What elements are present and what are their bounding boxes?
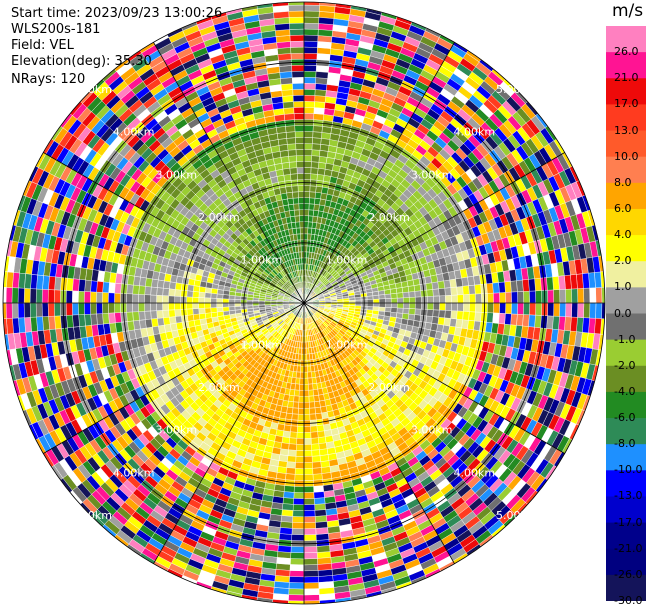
azimuth-line [43, 302, 305, 454]
colorbar-segment [606, 548, 646, 576]
colorbar-segment [606, 287, 646, 314]
start-time-label: Start time: 2023/09/23 13:00:26 [11, 6, 223, 21]
range-ring-label: 5.00km [70, 83, 112, 96]
azimuth-lines [3, 2, 605, 604]
colorbar-tick-label: -2.0 [614, 358, 636, 372]
range-ring-label: 1.00km [241, 253, 283, 266]
azimuth-line [303, 302, 565, 454]
colorbar-segment [606, 574, 646, 601]
colorbar-segment [606, 522, 646, 550]
colorbar-segment [606, 130, 646, 158]
colorbar-segment [606, 470, 646, 497]
colorbar-segment [606, 26, 646, 53]
colorbar-segment [606, 391, 646, 419]
range-ring-label: 2.00km [368, 381, 410, 394]
colorbar-tick-label: -10.0 [614, 463, 643, 477]
colorbar-tick-label: 6.0 [614, 201, 632, 215]
colorbar-segment [606, 339, 646, 367]
colorbar-tick-label: -4.0 [614, 384, 636, 398]
range-ring-label: 1.00km [241, 339, 283, 352]
elevation-label: Elevation(deg): 35.30 [11, 54, 152, 69]
range-ring-label: 1.00km [326, 253, 368, 266]
colorbar-tick-label: 0.0 [614, 306, 632, 320]
colorbar-tick-label: 4.0 [614, 228, 632, 242]
colorbar-segment [606, 52, 646, 79]
colorbar-tick-label: -30.0 [614, 594, 643, 607]
colorbar-segment [606, 208, 646, 236]
colorbar-tick-label: 8.0 [614, 175, 632, 189]
range-ring-label: 3.00km [411, 424, 453, 437]
range-ring-label: 3.00km [156, 424, 198, 437]
colorbar-tick-label: 1.0 [614, 280, 632, 294]
colorbar-segment [606, 496, 646, 524]
colorbar-unit: m/s [612, 1, 644, 21]
instrument-label: WLS200s-181 [11, 22, 101, 37]
colorbar-segment [606, 365, 646, 393]
colorbar-segment [606, 313, 646, 341]
colorbar-segment [606, 78, 646, 105]
colorbar-segment [606, 418, 646, 445]
range-ring-label: 5.00km [496, 83, 538, 96]
range-ring-label: 1.00km [326, 339, 368, 352]
velocity-gate-group [3, 1, 599, 600]
colorbar-segment [606, 261, 646, 288]
azimuth-line [303, 42, 455, 304]
range-ring-label: 2.00km [198, 381, 240, 394]
range-ring-label: 5.00km [496, 509, 538, 522]
range-ring-label: 2.00km [198, 211, 240, 224]
range-ring-label: 3.00km [411, 168, 453, 181]
range-ring-label: 4.00km [113, 466, 155, 479]
azimuth-line [303, 152, 565, 304]
colorbar-segment [606, 104, 646, 132]
colorbar-tick-label: -21.0 [614, 541, 643, 555]
azimuth-line [153, 302, 305, 564]
range-ring-label: 2.00km [368, 211, 410, 224]
colorbar-tick-label: 2.0 [614, 254, 632, 268]
colorbar-tick-label: -6.0 [614, 411, 636, 425]
colorbar-tick-label: -26.0 [614, 567, 643, 581]
colorbar-tick-label: -1.0 [614, 332, 636, 346]
range-ring-label: 4.00km [113, 126, 155, 139]
colorbar-tick-label: 21.0 [614, 71, 639, 85]
colorbar-segment [606, 182, 646, 210]
range-ring-label: 3.00km [156, 168, 198, 181]
azimuth-line [43, 152, 305, 304]
range-ring-label: 4.00km [454, 126, 496, 139]
colorbar-tick-label: -8.0 [614, 437, 636, 451]
colorbar-segment [606, 156, 646, 184]
colorbar-tick-label: 10.0 [614, 149, 639, 163]
azimuth-line [153, 42, 305, 304]
range-ring-label: 4.00km [454, 466, 496, 479]
colorbar-segment [606, 444, 646, 471]
azimuth-line [303, 302, 455, 564]
colorbar [606, 26, 646, 601]
ppi-velocity-plot: 1.00km 1.00km 1.00km 1.00km 2.00km 2.00km 2.00… [2, 1, 606, 605]
nrays-label: NRays: 120 [11, 72, 86, 87]
colorbar-tick-label: 26.0 [614, 45, 639, 59]
field-label: Field: VEL [11, 38, 74, 53]
range-ring-labels: 1.00km 1.00km 1.00km 1.00km 2.00km 2.00km 2.00… [70, 83, 537, 522]
colorbar-tick-label: -17.0 [614, 515, 643, 529]
colorbar-tick-label: 17.0 [614, 97, 639, 111]
colorbar-tick-label: 13.0 [614, 123, 639, 137]
colorbar-tick-label: -13.0 [614, 489, 643, 503]
colorbar-segment [606, 235, 646, 262]
range-ring-label: 5.00km [70, 509, 112, 522]
